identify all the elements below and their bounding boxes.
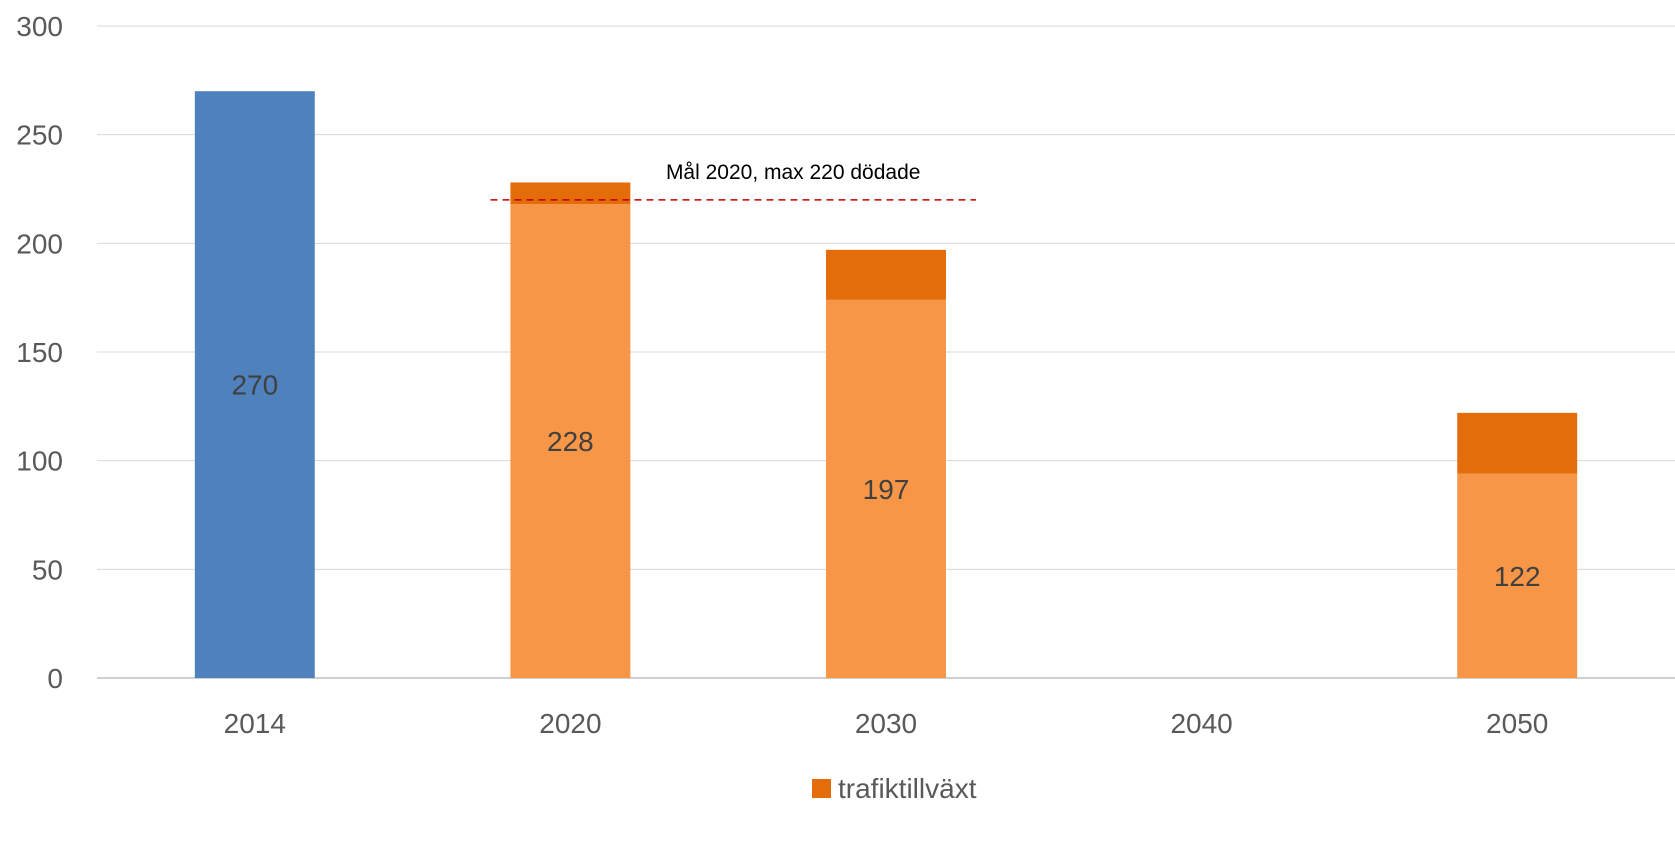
legend: trafiktillväxt <box>812 773 977 804</box>
bar-2030-segment-1 <box>826 299 946 678</box>
bar-2020-segment-2 <box>510 182 631 205</box>
legend-label: trafiktillväxt <box>838 773 977 804</box>
y-tick-label: 200 <box>16 228 63 259</box>
bar-2050-segment-2 <box>1457 412 1578 474</box>
x-axis-tick-labels: 2014 2020 2030 2040 2050 <box>224 708 1549 739</box>
y-tick-label: 50 <box>32 554 63 585</box>
x-tick-label: 2050 <box>1486 708 1548 739</box>
x-tick-label: 2020 <box>539 708 601 739</box>
bars <box>194 91 1578 679</box>
data-label-2050: 122 <box>1494 561 1541 592</box>
data-label-2020: 228 <box>547 426 594 457</box>
data-label-2030: 197 <box>863 474 910 505</box>
bar-2050-segment-1 <box>1457 473 1578 678</box>
bar-2030-segment-2 <box>826 249 946 300</box>
data-labels: 270 228 197 122 <box>231 370 1540 592</box>
x-tick-label: 2040 <box>1170 708 1232 739</box>
bar-2014-segment-0 <box>194 91 315 678</box>
legend-swatch <box>812 779 831 798</box>
y-tick-label: 0 <box>47 663 63 694</box>
gridlines <box>97 25 1675 679</box>
y-tick-label: 300 <box>16 11 63 42</box>
x-tick-label: 2014 <box>224 708 286 739</box>
y-tick-label: 100 <box>16 446 63 477</box>
y-tick-label: 150 <box>16 337 63 368</box>
target-reference-line: Mål 2020, max 220 dödade <box>490 161 976 201</box>
y-axis-tick-labels: 0 50 100 150 200 250 300 <box>16 11 63 694</box>
reference-line-label: Mål 2020, max 220 dödade <box>666 161 921 184</box>
y-tick-label: 250 <box>16 120 63 151</box>
data-label-2014: 270 <box>231 370 278 401</box>
bar-2020-segment-1 <box>510 204 631 679</box>
x-tick-label: 2030 <box>855 708 917 739</box>
